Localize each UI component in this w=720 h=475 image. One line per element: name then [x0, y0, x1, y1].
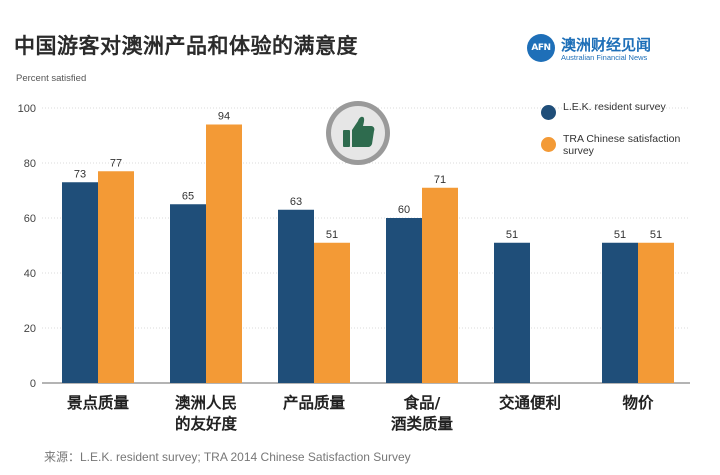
- afn-logo-name-en: Australian Financial News: [561, 53, 648, 62]
- data-label-lek-1: 65: [182, 190, 194, 202]
- y-axis-label: Percent satisfied: [16, 73, 87, 84]
- y-tick-label: 80: [24, 158, 36, 170]
- bar-lek-3: [386, 218, 422, 383]
- chart-legend: L.E.K. resident survey TRA Chinese satis…: [541, 101, 701, 165]
- bar-tra-1: [206, 124, 242, 383]
- y-tick-label: 20: [24, 323, 36, 335]
- data-label-lek-4: 51: [506, 229, 518, 241]
- bar-lek-0: [62, 182, 98, 383]
- legend-item-lek: L.E.K. resident survey: [541, 101, 701, 133]
- legend-label-tra: TRA Chinese satisfaction survey: [563, 133, 681, 157]
- legend-item-tra: TRA Chinese satisfaction survey: [541, 133, 701, 165]
- bar-tra-0: [98, 171, 134, 383]
- legend-swatch-tra: [541, 137, 556, 152]
- legend-swatch-lek: [541, 105, 556, 120]
- x-tick-label: 澳洲人民: [175, 393, 237, 412]
- x-tick-label: 物价: [622, 393, 654, 412]
- data-label-tra-2: 51: [326, 229, 338, 241]
- data-label-lek-5: 51: [614, 229, 626, 241]
- y-tick-label: 0: [30, 378, 36, 390]
- bar-lek-1: [170, 204, 206, 383]
- x-tick-label: 的友好度: [175, 414, 238, 433]
- data-label-lek-0: 73: [74, 168, 86, 180]
- bar-tra-3: [422, 187, 458, 383]
- y-tick-label: 60: [24, 213, 36, 225]
- data-label-tra-3: 71: [434, 174, 446, 186]
- data-label-lek-2: 63: [290, 196, 302, 208]
- y-tick-label: 100: [18, 103, 36, 115]
- data-label-tra-1: 94: [218, 111, 230, 123]
- bar-lek-5: [602, 242, 638, 383]
- x-tick-label: 酒类质量: [391, 414, 454, 433]
- bar-lek-2: [278, 209, 314, 383]
- x-tick-label: 产品质量: [283, 393, 346, 412]
- chart-title: 中国游客对澳洲产品和体验的满意度: [14, 34, 358, 58]
- x-tick-label: 食品/: [403, 393, 441, 412]
- bar-tra-5: [638, 242, 674, 383]
- y-tick-label: 40: [24, 268, 36, 280]
- bar-lek-4: [494, 242, 530, 383]
- legend-label-lek: L.E.K. resident survey: [563, 101, 666, 113]
- x-tick-label: 景点质量: [67, 393, 130, 412]
- data-label-tra-5: 51: [650, 229, 662, 241]
- bar-tra-2: [314, 242, 350, 383]
- data-label-tra-0: 77: [110, 157, 122, 169]
- thumbs-up-icon: [326, 101, 390, 165]
- afn-logo-name-cn: 澳洲财经见闻: [561, 36, 652, 54]
- afn-logo: AFN 澳洲财经见闻 Australian Financial News: [527, 34, 707, 66]
- source-note: 来源：L.E.K. resident survey; TRA 2014 Chin…: [44, 450, 411, 464]
- afn-logo-mark: AFN: [527, 34, 555, 62]
- x-tick-label: 交通便利: [499, 393, 561, 412]
- data-label-lek-3: 60: [398, 204, 410, 216]
